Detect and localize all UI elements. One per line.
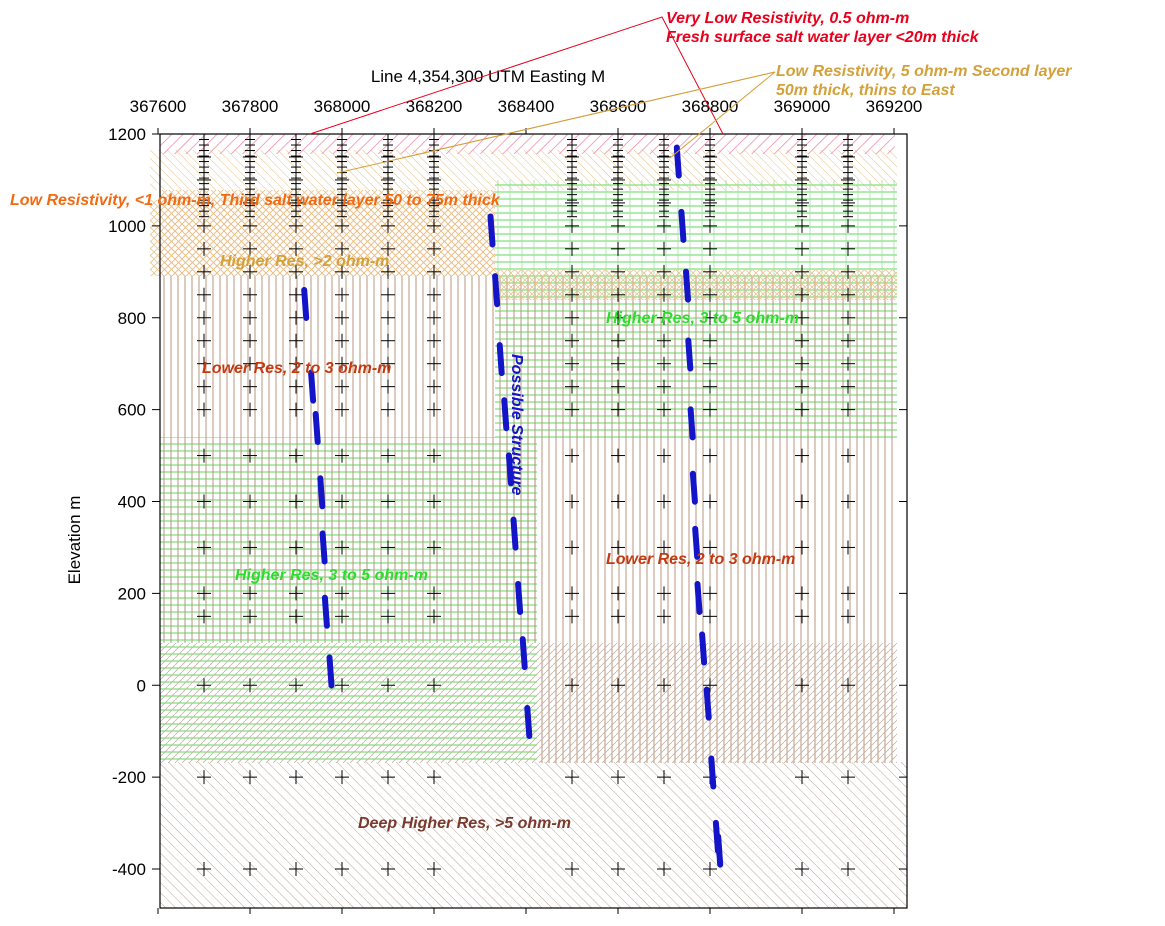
structure-dash-right bbox=[687, 406, 696, 441]
second-layer bbox=[150, 150, 897, 190]
structure-dash-left bbox=[319, 530, 328, 565]
structure-dash-right bbox=[685, 337, 694, 372]
structure-dash-left bbox=[317, 475, 326, 510]
very-low-callout-line1: Very Low Resistivity, 0.5 ohm-m bbox=[666, 10, 909, 27]
very-low-callout-line2: Fresh surface salt water layer <20m thic… bbox=[666, 29, 980, 46]
possible-structure-label: Possible Structure bbox=[508, 354, 525, 495]
y-tick-label: -200 bbox=[112, 768, 146, 787]
y-tick-label: 800 bbox=[118, 309, 146, 328]
low5-callout-line2: 50m thick, thins to East bbox=[776, 82, 955, 99]
structure-dash-right bbox=[683, 268, 691, 303]
structure-dash-middle bbox=[524, 705, 533, 739]
lower-res-left-layer bbox=[160, 276, 495, 437]
third-salt-layer bbox=[150, 200, 495, 276]
y-tick-label: 200 bbox=[118, 584, 146, 603]
structure-dash-right bbox=[689, 470, 698, 505]
structure-dash-left bbox=[321, 594, 330, 629]
structure-dash-left bbox=[308, 369, 317, 404]
structure-dash-left bbox=[326, 654, 335, 689]
structure-dash-right bbox=[694, 580, 703, 615]
structure-dash-middle bbox=[505, 452, 514, 487]
resistivity-layers bbox=[150, 134, 907, 908]
plot-frame bbox=[159, 133, 908, 909]
deep-layer bbox=[160, 762, 907, 908]
higher-res-left-label: Higher Res, 3 to 5 ohm-m bbox=[235, 567, 428, 584]
x-tick-label: 369200 bbox=[866, 97, 923, 116]
x-tick-label: 367800 bbox=[222, 97, 279, 116]
y-axis-ticks: 1200 1000 800 600 400 200 0 -200 -400 bbox=[108, 125, 907, 879]
structure-dash-middle bbox=[519, 636, 528, 671]
right-top-green bbox=[495, 270, 897, 300]
structure-dash-right bbox=[692, 525, 701, 560]
structure-dash-left bbox=[312, 411, 321, 445]
lower-res-right-bottom bbox=[537, 643, 897, 763]
x-tick-label: 368800 bbox=[682, 97, 739, 116]
x-tick-label: 367600 bbox=[130, 97, 187, 116]
structure-dash-left bbox=[301, 286, 310, 321]
higher-res-right-top bbox=[495, 180, 897, 276]
structure-dash-middle bbox=[492, 273, 501, 308]
higher-res-left-layer bbox=[160, 437, 537, 643]
structure-dash-right bbox=[703, 686, 712, 721]
higher-res-left-bottom bbox=[160, 643, 537, 763]
station-markers bbox=[197, 133, 855, 876]
higher-res-2-label: Higher Res, >2 ohm-m bbox=[220, 253, 389, 270]
higher-res-right-label: Higher Res, 3 to 5 ohm-m bbox=[606, 310, 799, 327]
x-tick-label: 369000 bbox=[774, 97, 831, 116]
x-axis-title: Line 4,354,300 UTM Easting M bbox=[371, 67, 605, 86]
structure-dash-right bbox=[708, 755, 717, 790]
y-tick-label: 0 bbox=[137, 676, 146, 695]
structure-dash-middle bbox=[487, 213, 496, 248]
higher-res-right-layer bbox=[495, 276, 897, 440]
lower-res-left-label: Lower Res, 2 to 3 ohm-m bbox=[202, 360, 391, 377]
structure-dash-middle bbox=[510, 516, 519, 551]
low5-callout-line1: Low Resistivity, 5 ohm-m Second layer bbox=[776, 63, 1072, 80]
structure-dash-right bbox=[699, 631, 708, 666]
third-layer-label: Low Resistivity, <1 ohm-m, Third salt wa… bbox=[10, 192, 501, 209]
lower-res-right-label: Lower Res, 2 to 3 ohm-m bbox=[606, 551, 795, 568]
low5-leader-right bbox=[669, 71, 776, 159]
callout-leaders bbox=[309, 16, 776, 174]
structure-dash-right bbox=[715, 833, 724, 868]
structure-dash-right bbox=[678, 208, 687, 243]
structure-dash-middle bbox=[501, 397, 510, 432]
structure-dash-middle bbox=[515, 580, 524, 615]
x-tick-label: 368000 bbox=[314, 97, 371, 116]
deep-label: Deep Higher Res, >5 ohm-m bbox=[358, 815, 571, 832]
y-tick-label: -400 bbox=[112, 860, 146, 879]
surface-layer bbox=[160, 134, 895, 154]
x-tick-label: 368200 bbox=[406, 97, 463, 116]
y-tick-label: 400 bbox=[118, 493, 146, 512]
structure-dash-middle bbox=[496, 342, 505, 377]
y-tick-label: 1000 bbox=[108, 217, 146, 236]
low5-leader-mid bbox=[401, 71, 776, 159]
x-tick-label: 368400 bbox=[498, 97, 555, 116]
y-tick-label: 600 bbox=[118, 401, 146, 420]
y-axis-title: Elevation m bbox=[65, 496, 84, 585]
very-low-leader bbox=[309, 16, 724, 135]
y-tick-label: 1200 bbox=[108, 125, 146, 144]
